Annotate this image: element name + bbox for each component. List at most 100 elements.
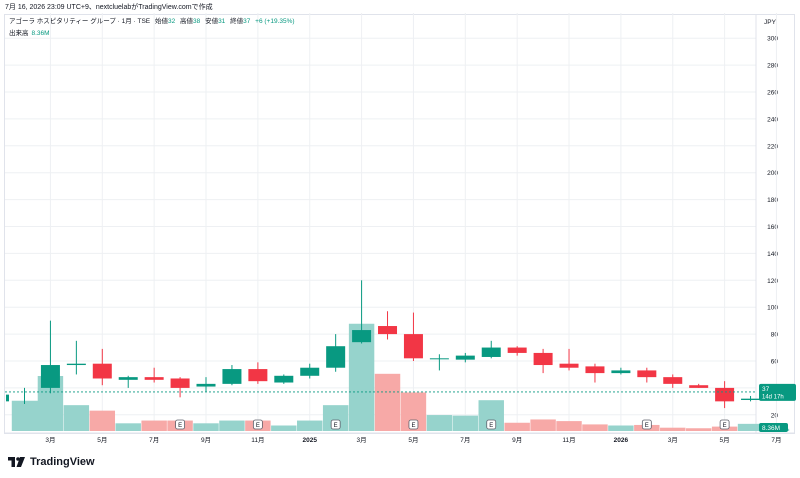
candle-body <box>66 363 86 366</box>
candle-body <box>222 369 242 384</box>
volume-bar <box>685 428 712 431</box>
earnings-marker-label: E <box>178 423 182 429</box>
earnings-marker <box>175 419 185 430</box>
volume-legend: 出来高 8.36M <box>9 27 50 37</box>
volume-bar <box>63 405 90 431</box>
y-tick-label: 120 <box>767 278 778 285</box>
tradingview-icon <box>8 457 25 467</box>
y-tick-label: 200 <box>767 170 778 177</box>
candle-body <box>455 355 475 360</box>
earnings-marker-label: E <box>256 423 260 429</box>
open-label: 始値 <box>154 18 168 25</box>
earnings-marker <box>252 419 263 430</box>
candle-body <box>637 370 657 378</box>
candle-body <box>429 358 449 360</box>
y-tick-label: 300 <box>767 36 778 43</box>
volume-bar <box>737 423 764 431</box>
earnings-marker <box>330 419 341 430</box>
candle-body <box>585 366 605 374</box>
low-value: 31 <box>218 18 226 25</box>
close-value: 37 <box>243 18 251 25</box>
candle-body <box>118 377 138 380</box>
volume-bar <box>608 425 634 431</box>
brand-name: TradingView <box>30 456 95 468</box>
x-tick-label: 7月 <box>771 436 781 444</box>
symbol-title[interactable]: アゴーラ ホスピタリティー グループ · 1月 · TSE <box>9 18 151 25</box>
earnings-marker <box>719 419 730 430</box>
candle-body <box>144 377 164 380</box>
candle-body <box>689 385 709 388</box>
earnings-marker <box>408 419 419 430</box>
volume-bar <box>556 421 582 431</box>
price-badge-countdown: 14d 17h <box>762 394 784 400</box>
volume-bar <box>271 425 297 431</box>
x-tick-label: 11月 <box>251 436 264 444</box>
y-tick-label: 80 <box>771 332 779 339</box>
volume-bar <box>582 424 608 431</box>
earnings-marker-label: E <box>645 423 649 429</box>
volume-bar <box>504 422 530 431</box>
low-label: 安値 <box>205 18 219 25</box>
y-tick-label: 160 <box>767 224 778 231</box>
high-label: 高値 <box>180 18 194 25</box>
y-tick-label: 20 <box>771 412 779 419</box>
y-tick-label: 100 <box>767 305 778 312</box>
volume-bar <box>115 423 141 431</box>
x-tick-label: 3月 <box>668 436 678 444</box>
volume-bar <box>141 420 167 431</box>
high-value: 38 <box>193 18 201 25</box>
volume-bar <box>452 415 479 431</box>
y-tick-label: 140 <box>767 251 778 258</box>
volume-badge <box>759 423 788 432</box>
candle-body <box>170 378 190 388</box>
volume-bar <box>89 410 116 431</box>
y-tick-label: 280 <box>767 63 778 70</box>
earnings-marker <box>486 419 497 430</box>
candle-body <box>559 363 579 368</box>
candle-body <box>40 365 60 388</box>
tradingview-logo: TradingView <box>8 456 95 468</box>
volume-bar <box>660 427 686 431</box>
currency-label[interactable]: JPY <box>764 19 776 26</box>
ohlc-legend: アゴーラ ホスピタリティー グループ · 1月 · TSE 始値32 高値38 … <box>9 17 295 26</box>
candle-body <box>274 375 294 383</box>
y-tick-label: 220 <box>767 143 778 150</box>
earnings-marker-label: E <box>411 423 415 429</box>
earnings-marker-label: E <box>723 423 727 429</box>
volume-badge-value: 8.36M <box>762 425 780 432</box>
volume-bar <box>374 373 401 431</box>
volume-bar <box>426 415 453 431</box>
candle-body <box>481 347 501 357</box>
candle-body <box>663 377 683 384</box>
volume-bar <box>219 420 245 431</box>
candle-body <box>92 363 112 379</box>
candle-body <box>300 367 320 376</box>
x-tick-label: 9月 <box>512 436 522 444</box>
earnings-marker-label: E <box>489 423 493 429</box>
candle-body <box>507 347 527 353</box>
candle-body <box>611 370 631 374</box>
candle-body <box>196 383 216 387</box>
close-label: 終値 <box>230 18 244 25</box>
candle-body <box>378 326 398 335</box>
x-tick-label: 7月 <box>460 436 470 444</box>
x-tick-label: 3月 <box>357 436 367 444</box>
open-value: 32 <box>167 18 176 25</box>
candle-body <box>326 346 346 368</box>
y-tick-label: 240 <box>767 116 778 123</box>
earnings-marker <box>641 419 652 430</box>
volume-label[interactable]: 出来高 <box>9 30 29 37</box>
change-value: +6 (+19.35%) <box>255 18 295 25</box>
x-tick-label: 2025 <box>302 437 317 444</box>
x-tick-label: 9月 <box>201 436 211 444</box>
x-tick-label: 5月 <box>720 436 730 444</box>
price-badge-value: 37 <box>762 386 770 393</box>
x-tick-label: 7月 <box>149 436 159 444</box>
volume-value: 8.36M <box>31 30 50 37</box>
x-tick-label: 5月 <box>97 436 107 444</box>
earnings-marker-label: E <box>334 423 338 429</box>
y-tick-label: 180 <box>767 197 778 204</box>
candle-body <box>403 334 423 359</box>
snapshot-caption: 7月 16, 2026 23:09 UTC+9、nextcluelabがTrad… <box>5 4 213 11</box>
